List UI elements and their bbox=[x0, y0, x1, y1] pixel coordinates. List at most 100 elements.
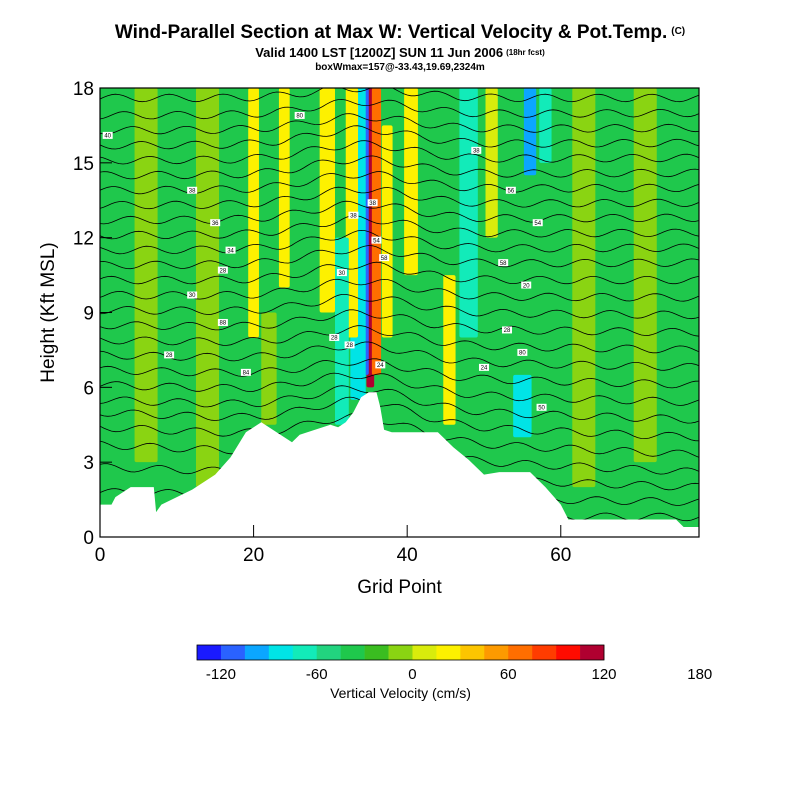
contour-label-0: 40 bbox=[102, 131, 113, 140]
y-tick-label-12: 12 bbox=[73, 229, 94, 250]
theta-contour-49 bbox=[100, 98, 699, 120]
contour-label-bg bbox=[348, 211, 359, 219]
colorbar-tick-label--60: -60 bbox=[306, 666, 328, 683]
theta-contour-36 bbox=[100, 294, 699, 320]
colorbar-bin-4 bbox=[292, 645, 318, 660]
contour-label-bg bbox=[344, 341, 355, 349]
colorbar-title: Vertical Velocity (cm/s) bbox=[330, 685, 471, 701]
contour-label-bg bbox=[521, 281, 532, 289]
y-tick-label-9: 9 bbox=[83, 304, 94, 325]
theta-contour-35 bbox=[100, 309, 699, 337]
colorbar-bin-6 bbox=[340, 645, 365, 660]
contour-label-text: 24 bbox=[481, 366, 488, 372]
colorbar-bin-9 bbox=[412, 645, 437, 660]
w-feature-16 bbox=[278, 88, 290, 288]
theta-contour-44 bbox=[100, 171, 699, 195]
w-feature-11 bbox=[485, 88, 498, 238]
contour-label-2: 38 bbox=[471, 146, 482, 155]
contour-label-26: 24 bbox=[375, 361, 386, 369]
w-feature-20 bbox=[572, 88, 596, 488]
contour-label-text: 28 bbox=[331, 336, 338, 342]
contour-label-text: 40 bbox=[104, 134, 111, 140]
w-feature-9 bbox=[443, 275, 456, 425]
contour-label-text: 54 bbox=[534, 221, 541, 227]
colorbar-tick-label-120: 120 bbox=[591, 666, 616, 683]
theta-contour-38 bbox=[100, 261, 699, 285]
contour-label-bg bbox=[164, 351, 175, 359]
colorbar-frame bbox=[196, 644, 605, 661]
contour-label-bg bbox=[371, 236, 382, 244]
contour-label-bg bbox=[217, 318, 228, 326]
box-wmax-info: boxWmax=157@-33.43,19.69,2324m bbox=[315, 62, 485, 73]
contour-label-8: 58 bbox=[498, 259, 509, 267]
contour-label-text: 56 bbox=[508, 188, 515, 194]
theta-contour-48 bbox=[100, 113, 699, 135]
w-feature-13 bbox=[539, 88, 552, 163]
contour-label-6: 54 bbox=[532, 219, 543, 227]
theta-contour-32 bbox=[100, 358, 699, 389]
contour-label-text: 24 bbox=[377, 363, 384, 369]
theta-contour-31 bbox=[100, 372, 699, 406]
contour-label-bg bbox=[240, 368, 251, 376]
contour-label-text: 20 bbox=[523, 283, 530, 289]
contour-label-bg bbox=[375, 361, 386, 369]
theta-contour-28 bbox=[100, 412, 699, 458]
contour-label-13: 88 bbox=[217, 318, 228, 327]
contour-label-bg bbox=[505, 186, 516, 194]
contour-label-14: 80 bbox=[517, 348, 528, 357]
y-tick-label-0: 0 bbox=[83, 528, 94, 549]
contour-label-bg bbox=[532, 219, 543, 227]
colorbar-bin-3 bbox=[268, 645, 294, 660]
contour-label-text: 28 bbox=[220, 268, 227, 274]
contour-label-text: 30 bbox=[189, 293, 196, 299]
theta-contour-46 bbox=[100, 140, 699, 165]
contour-label-16: 24 bbox=[478, 363, 489, 372]
theta-contour-43 bbox=[100, 186, 699, 210]
chart-valid-time: Valid 1400 LST [1200Z] SUN 11 Jun 2006 (1… bbox=[0, 45, 800, 60]
valid-time-text: Valid 1400 LST [1200Z] SUN 11 Jun 2006 bbox=[255, 45, 504, 60]
colorbar-bin-2 bbox=[244, 645, 270, 660]
contour-label-text: 36 bbox=[212, 221, 219, 227]
w-feature-19 bbox=[134, 88, 158, 463]
theta-contour-34 bbox=[100, 325, 699, 354]
contour-label-17: 84 bbox=[240, 368, 251, 377]
contour-label-text: 28 bbox=[166, 353, 173, 359]
theta-contour-30 bbox=[100, 385, 699, 424]
colorbar-bin-12 bbox=[484, 645, 509, 660]
contour-label-23: 30 bbox=[336, 269, 347, 277]
contour-label-18: 50 bbox=[536, 403, 547, 411]
contour-label-text: 84 bbox=[243, 371, 250, 377]
theta-contour-47 bbox=[100, 125, 699, 150]
w-feature-15 bbox=[248, 88, 259, 338]
contour-label-bg bbox=[367, 199, 378, 207]
contour-label-24: 28 bbox=[329, 333, 340, 342]
contour-label-text: 38 bbox=[369, 201, 376, 207]
contour-label-bg bbox=[478, 363, 489, 371]
theta-contour-45 bbox=[100, 155, 699, 180]
chart-title: Wind-Parallel Section at Max W: Vertical… bbox=[0, 22, 800, 44]
forecast-hour: (18hr fcst) bbox=[506, 48, 545, 57]
contour-label-text: 38 bbox=[350, 213, 357, 219]
colorbar-bin-5 bbox=[316, 645, 341, 660]
contour-label-5: 36 bbox=[210, 219, 221, 227]
contour-label-15: 28 bbox=[164, 351, 175, 359]
contour-label-12: 28 bbox=[502, 326, 513, 334]
contour-label-21: 54 bbox=[371, 236, 382, 244]
contour-label-text: 80 bbox=[519, 351, 526, 357]
theta-contour-33 bbox=[100, 341, 699, 371]
chart-title-text: Wind-Parallel Section at Max W: Vertical… bbox=[114, 22, 668, 43]
colorbar-bin-7 bbox=[364, 645, 389, 660]
contour-label-25: 28 bbox=[344, 341, 355, 349]
contour-label-3: 38 bbox=[187, 186, 198, 194]
colorbar-bin-16 bbox=[580, 645, 605, 660]
x-tick-label-60: 60 bbox=[550, 545, 571, 566]
w-feature-1 bbox=[371, 88, 382, 375]
contour-label-text: 28 bbox=[504, 328, 511, 334]
theta-contour-41 bbox=[100, 215, 699, 240]
contour-label-bg bbox=[329, 333, 340, 341]
contour-label-9: 28 bbox=[217, 266, 228, 274]
colorbar-bin-15 bbox=[556, 645, 581, 660]
terrain-mask bbox=[100, 392, 699, 537]
w-feature-14 bbox=[513, 374, 532, 438]
